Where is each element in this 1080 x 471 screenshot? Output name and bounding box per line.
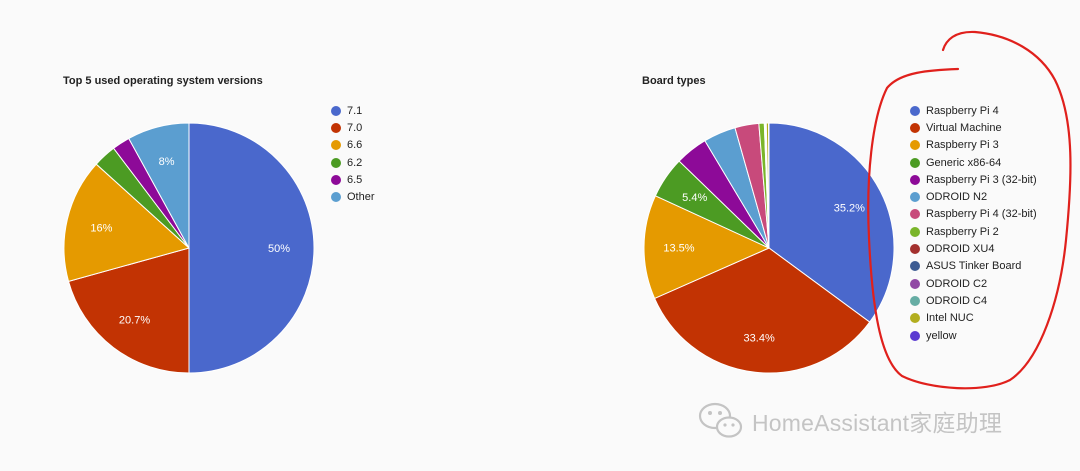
slice-label: 20.7% [119,315,150,327]
watermark: HomeAssistant家庭助理 [698,402,1002,440]
legend-swatch [331,105,341,116]
legend-label: 7.1 [347,104,363,117]
pie-slice[interactable] [653,247,871,374]
legend-item[interactable]: Raspberry Pi 2 [910,223,1037,240]
legend-label: Raspberry Pi 4 [926,104,999,117]
legend-item[interactable]: 6.6 [331,137,375,154]
legend-label: Raspberry Pi 2 [926,225,999,238]
legend-item[interactable]: Intel NUC [910,310,1037,327]
slice-label: 33.4% [744,332,775,344]
legend-swatch [910,174,920,185]
legend-label: 6.5 [347,173,363,186]
legend-swatch [910,157,920,168]
os-legend: 7.1 7.0 6.6 6.2 6.5 Other [331,102,375,206]
wechat-icon [698,402,743,438]
legend-label: 6.2 [347,156,363,169]
legend-label: ODROID XU4 [926,243,995,256]
legend-swatch [910,313,920,324]
os-pie-chart: 50% 20.7% 16% 8% [63,122,315,374]
legend-item[interactable]: 6.2 [331,154,375,171]
legend-label: yellow [926,329,957,342]
legend-swatch [910,140,920,151]
legend-swatch [910,244,920,255]
legend-item[interactable]: Raspberry Pi 3 [910,137,1037,154]
pie-slice[interactable] [643,195,771,300]
legend-item[interactable]: ODROID C2 [910,275,1037,292]
legend-label: Other [347,191,375,204]
legend-item[interactable]: 7.0 [331,119,375,136]
legend-swatch [910,261,920,272]
legend-swatch [910,226,920,237]
slice-label: 13.5% [663,242,694,254]
os-chart-title: Top 5 used operating system versions [63,75,263,87]
slice-label: 50% [268,243,290,255]
legend-swatch [331,122,341,133]
legend-label: Raspberry Pi 4 (32-bit) [926,208,1037,221]
slice-label: 35.2% [834,202,865,214]
legend-swatch [910,192,920,203]
legend-swatch [910,295,920,306]
legend-swatch [910,122,920,133]
legend-item[interactable]: ODROID XU4 [910,240,1037,257]
legend-label: 7.0 [347,121,363,134]
legend-item[interactable]: Virtual Machine [910,119,1037,136]
legend-item[interactable]: Raspberry Pi 4 (32-bit) [910,206,1037,223]
pie-slice[interactable] [188,122,315,374]
legend-swatch [331,140,341,151]
legend-label: 6.6 [347,139,363,152]
legend-item[interactable]: yellow [910,327,1037,344]
legend-label: ODROID N2 [926,191,988,204]
legend-swatch [910,209,920,220]
legend-swatch [910,105,920,116]
legend-label: Raspberry Pi 3 (32-bit) [926,173,1037,186]
legend-label: Generic x86-64 [926,156,1002,169]
legend-item[interactable]: ODROID C4 [910,292,1037,309]
legend-item[interactable]: Generic x86-64 [910,154,1037,171]
legend-item[interactable]: Raspberry Pi 3 (32-bit) [910,171,1037,188]
slice-label: 16% [90,222,112,234]
legend-item[interactable]: ASUS Tinker Board [910,258,1037,275]
legend-item[interactable]: ODROID N2 [910,188,1037,205]
pie-slice[interactable] [128,122,190,249]
legend-item[interactable]: 6.5 [331,171,375,188]
watermark-text: HomeAssistant家庭助理 [752,410,1003,436]
slice-label: 5.4% [682,192,707,204]
legend-swatch [331,174,341,185]
pie-slice[interactable] [63,163,191,282]
legend-swatch [910,278,920,289]
legend-label: Virtual Machine [926,121,1002,134]
board-chart-title: Board types [642,75,706,87]
legend-label: Raspberry Pi 3 [926,139,999,152]
legend-swatch [910,330,920,341]
legend-label: ODROID C4 [926,294,988,307]
legend-label: ASUS Tinker Board [926,260,1022,273]
legend-label: ODROID C2 [926,277,988,290]
slice-label: 8% [159,156,175,168]
legend-swatch [331,192,341,203]
legend-label: Intel NUC [926,312,974,325]
legend-item[interactable]: Other [331,188,375,205]
board-legend: Raspberry Pi 4 Virtual Machine Raspberry P… [910,102,1037,344]
board-pie-chart: 35.2% 33.4% 13.5% 5.4% [643,122,895,374]
legend-item[interactable]: Raspberry Pi 4 [910,102,1037,119]
legend-item[interactable]: 7.1 [331,102,375,119]
pie-slice[interactable] [67,247,190,374]
legend-swatch [331,157,341,168]
